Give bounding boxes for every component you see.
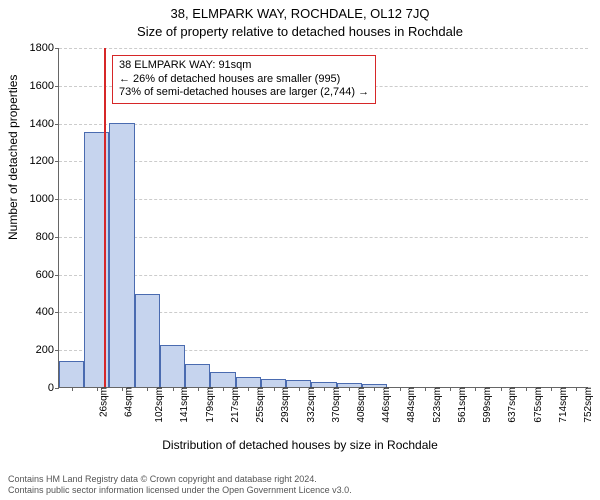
xtick-label: 179sqm (201, 387, 216, 423)
xtick-label: 446sqm (377, 387, 392, 423)
annotation-line: 38 ELMPARK WAY: 91sqm (119, 59, 369, 73)
xtick-mark (147, 387, 148, 391)
xtick-mark (72, 387, 73, 391)
xtick-label: 332sqm (302, 387, 317, 423)
histogram-bar (185, 364, 210, 387)
xtick-mark (248, 387, 249, 391)
xtick-label: 408sqm (352, 387, 367, 423)
ytick-label: 1000 (30, 193, 59, 205)
xtick-mark (450, 387, 451, 391)
footer-attribution: Contains HM Land Registry data © Crown c… (8, 474, 352, 496)
xtick-mark (576, 387, 577, 391)
ytick-label: 1600 (30, 80, 59, 92)
chart-subtitle: Size of property relative to detached ho… (0, 24, 600, 39)
histogram-bar (210, 372, 235, 387)
xtick-mark (299, 387, 300, 391)
xtick-mark (324, 387, 325, 391)
ytick-label: 800 (36, 231, 59, 243)
gridline (59, 199, 588, 200)
property-marker-line (104, 48, 106, 387)
annotation-box: 38 ELMPARK WAY: 91sqm← 26% of detached h… (112, 55, 376, 104)
xtick-label: 141sqm (175, 387, 190, 423)
x-axis-label: Distribution of detached houses by size … (0, 438, 600, 452)
gridline (59, 275, 588, 276)
ytick-label: 1800 (30, 42, 59, 54)
xtick-mark (425, 387, 426, 391)
xtick-label: 370sqm (327, 387, 342, 423)
xtick-label: 675sqm (529, 387, 544, 423)
ytick-label: 200 (36, 344, 59, 356)
gridline (59, 161, 588, 162)
xtick-mark (122, 387, 123, 391)
histogram-bar (160, 345, 185, 387)
histogram-bar (261, 379, 286, 387)
xtick-label: 64sqm (119, 387, 134, 417)
page-title: 38, ELMPARK WAY, ROCHDALE, OL12 7JQ (0, 6, 600, 21)
histogram-bar (286, 380, 311, 387)
xtick-label: 484sqm (403, 387, 418, 423)
footer-line-2: Contains public sector information licen… (8, 485, 352, 496)
xtick-label: 637sqm (504, 387, 519, 423)
histogram-bar (109, 123, 134, 387)
annotation-line: ← 26% of detached houses are smaller (99… (119, 73, 369, 87)
ytick-label: 600 (36, 269, 59, 281)
gridline (59, 48, 588, 49)
xtick-mark (374, 387, 375, 391)
histogram-bar (236, 377, 261, 387)
xtick-label: 217sqm (226, 387, 241, 423)
xtick-mark (475, 387, 476, 391)
xtick-mark (97, 387, 98, 391)
xtick-mark (551, 387, 552, 391)
ytick-label: 400 (36, 306, 59, 318)
annotation-line: 73% of semi-detached houses are larger (… (119, 86, 369, 100)
xtick-mark (400, 387, 401, 391)
xtick-label: 752sqm (579, 387, 594, 423)
xtick-label: 293sqm (276, 387, 291, 423)
xtick-label: 599sqm (478, 387, 493, 423)
histogram-bar (135, 294, 160, 387)
xtick-label: 561sqm (453, 387, 468, 423)
ytick-label: 1400 (30, 118, 59, 130)
xtick-label: 714sqm (554, 387, 569, 423)
xtick-mark (274, 387, 275, 391)
chart-plot-area: 02004006008001000120014001600180026sqm64… (58, 48, 588, 388)
xtick-mark (173, 387, 174, 391)
xtick-label: 523sqm (428, 387, 443, 423)
ytick-label: 1200 (30, 155, 59, 167)
xtick-mark (198, 387, 199, 391)
xtick-label: 102sqm (150, 387, 165, 423)
xtick-mark (349, 387, 350, 391)
xtick-label: 26sqm (94, 387, 109, 417)
xtick-mark (526, 387, 527, 391)
gridline (59, 237, 588, 238)
y-axis-label: Number of detached properties (6, 75, 20, 240)
xtick-label: 255sqm (251, 387, 266, 423)
footer-line-1: Contains HM Land Registry data © Crown c… (8, 474, 352, 485)
histogram-bar (59, 361, 84, 387)
gridline (59, 124, 588, 125)
xtick-mark (223, 387, 224, 391)
xtick-mark (501, 387, 502, 391)
ytick-label: 0 (48, 382, 59, 394)
